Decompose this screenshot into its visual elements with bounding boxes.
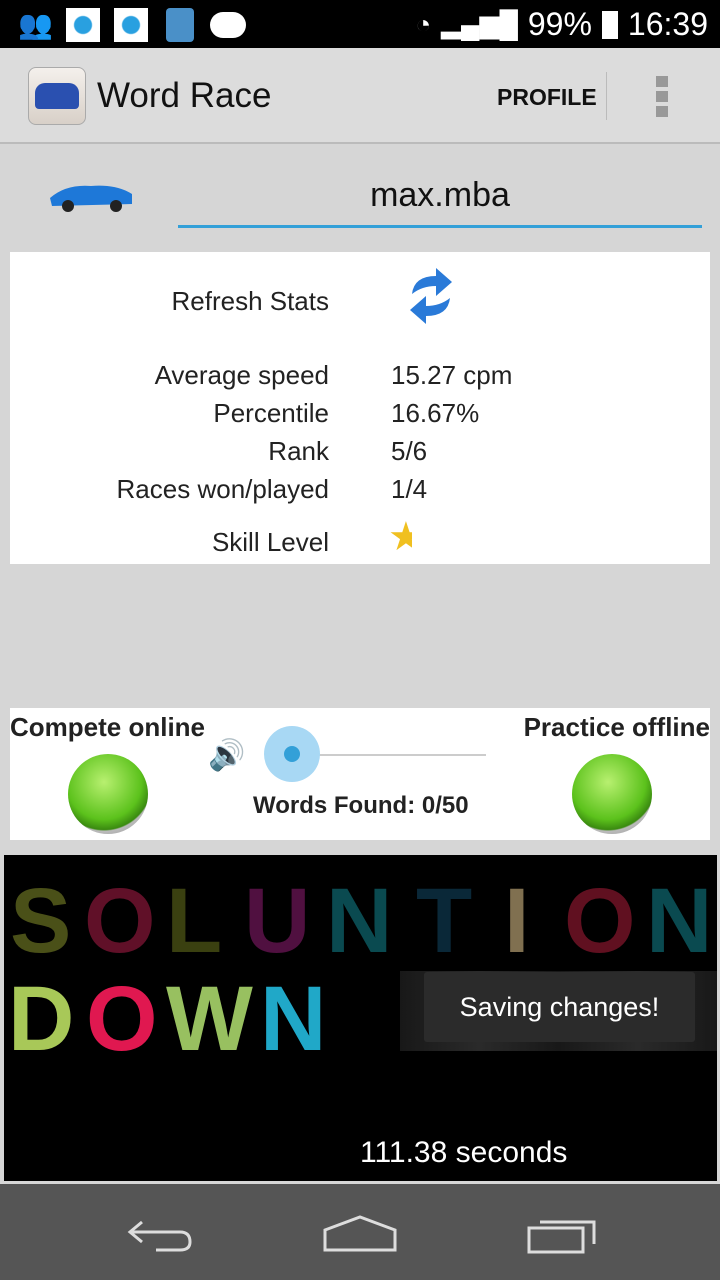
skill-level-label: Skill Level xyxy=(211,527,329,557)
letter-tile: N xyxy=(326,870,393,972)
letter-tile: O xyxy=(86,968,158,1070)
refresh-stats-label: Refresh Stats xyxy=(171,286,329,316)
practice-offline-label: Practice offline xyxy=(523,712,710,742)
volume-slider[interactable] xyxy=(310,754,486,756)
app-icon[interactable] xyxy=(28,67,86,125)
star-icon: ★ xyxy=(388,515,412,559)
signal-icon: ▂▄▆█ xyxy=(441,9,518,39)
divider xyxy=(606,72,607,120)
android-icon xyxy=(210,12,246,38)
clock: 16:39 xyxy=(627,6,708,42)
letter-tile: I xyxy=(504,870,530,972)
status-bar: 👥 ◔ ▂▄▆█ 99% 16:39 xyxy=(0,0,720,48)
stat-value: 16.67% xyxy=(391,398,480,428)
stat-value: 5/6 xyxy=(391,436,428,466)
contacts-icon: 👥 xyxy=(18,9,53,40)
app-title: Word Race xyxy=(97,76,272,115)
lock-icon xyxy=(166,8,194,42)
letter-tile: U xyxy=(244,870,311,972)
letter-tile: T xyxy=(416,870,473,972)
volume-slider-thumb[interactable] xyxy=(264,726,320,782)
stats-panel: Refresh Stats Average speed 15.27 cpm Pe… xyxy=(10,252,710,564)
navigation-bar xyxy=(0,1184,720,1280)
username-field[interactable]: max.mba xyxy=(178,176,702,228)
stat-label: Average speed xyxy=(154,360,329,390)
compete-online-label: Compete online xyxy=(10,712,206,742)
back-icon[interactable] xyxy=(126,1218,194,1254)
recent-apps-icon[interactable] xyxy=(526,1216,598,1256)
action-bar: Word Race PROFILE xyxy=(0,48,720,144)
letter-tile: L xyxy=(166,870,223,972)
letter-tile: O xyxy=(564,870,636,972)
stat-label: Percentile xyxy=(213,398,329,428)
battery-level: 99% xyxy=(527,6,592,42)
stat-value: 1/4 xyxy=(391,474,428,504)
battery-charging-icon xyxy=(601,10,618,39)
race-controls: Compete online Practice offline 🔊 Words … xyxy=(10,708,710,840)
letter-tile: W xyxy=(166,968,253,1070)
toast-message: Saving changes! xyxy=(424,972,695,1042)
stat-label: Rank xyxy=(268,436,329,466)
words-found: Words Found: 0/50 xyxy=(253,792,469,819)
car-icon xyxy=(35,83,79,109)
letter-tile: S xyxy=(10,870,72,972)
compete-online-button[interactable] xyxy=(68,754,148,834)
home-icon[interactable] xyxy=(322,1214,398,1254)
app-notification-icon xyxy=(114,8,148,42)
refresh-icon[interactable] xyxy=(406,266,456,326)
overflow-menu-icon[interactable] xyxy=(656,76,668,121)
profile-button[interactable]: PROFILE xyxy=(497,84,597,110)
letter-tile: N xyxy=(260,968,327,1070)
letter-tile: O xyxy=(84,870,156,972)
letter-tile: N xyxy=(646,870,713,972)
race-timer: 111.38 seconds xyxy=(360,1136,568,1169)
letter-tile: D xyxy=(8,968,75,1070)
speaker-icon: 🔊 xyxy=(208,739,246,772)
practice-offline-button[interactable] xyxy=(572,754,652,834)
stat-label: Races won/played xyxy=(116,474,329,504)
car-avatar-icon xyxy=(50,185,132,212)
stat-value: 15.27 cpm xyxy=(391,360,513,390)
app-notification-icon xyxy=(66,8,100,42)
wifi-icon: ◔ xyxy=(415,9,432,39)
